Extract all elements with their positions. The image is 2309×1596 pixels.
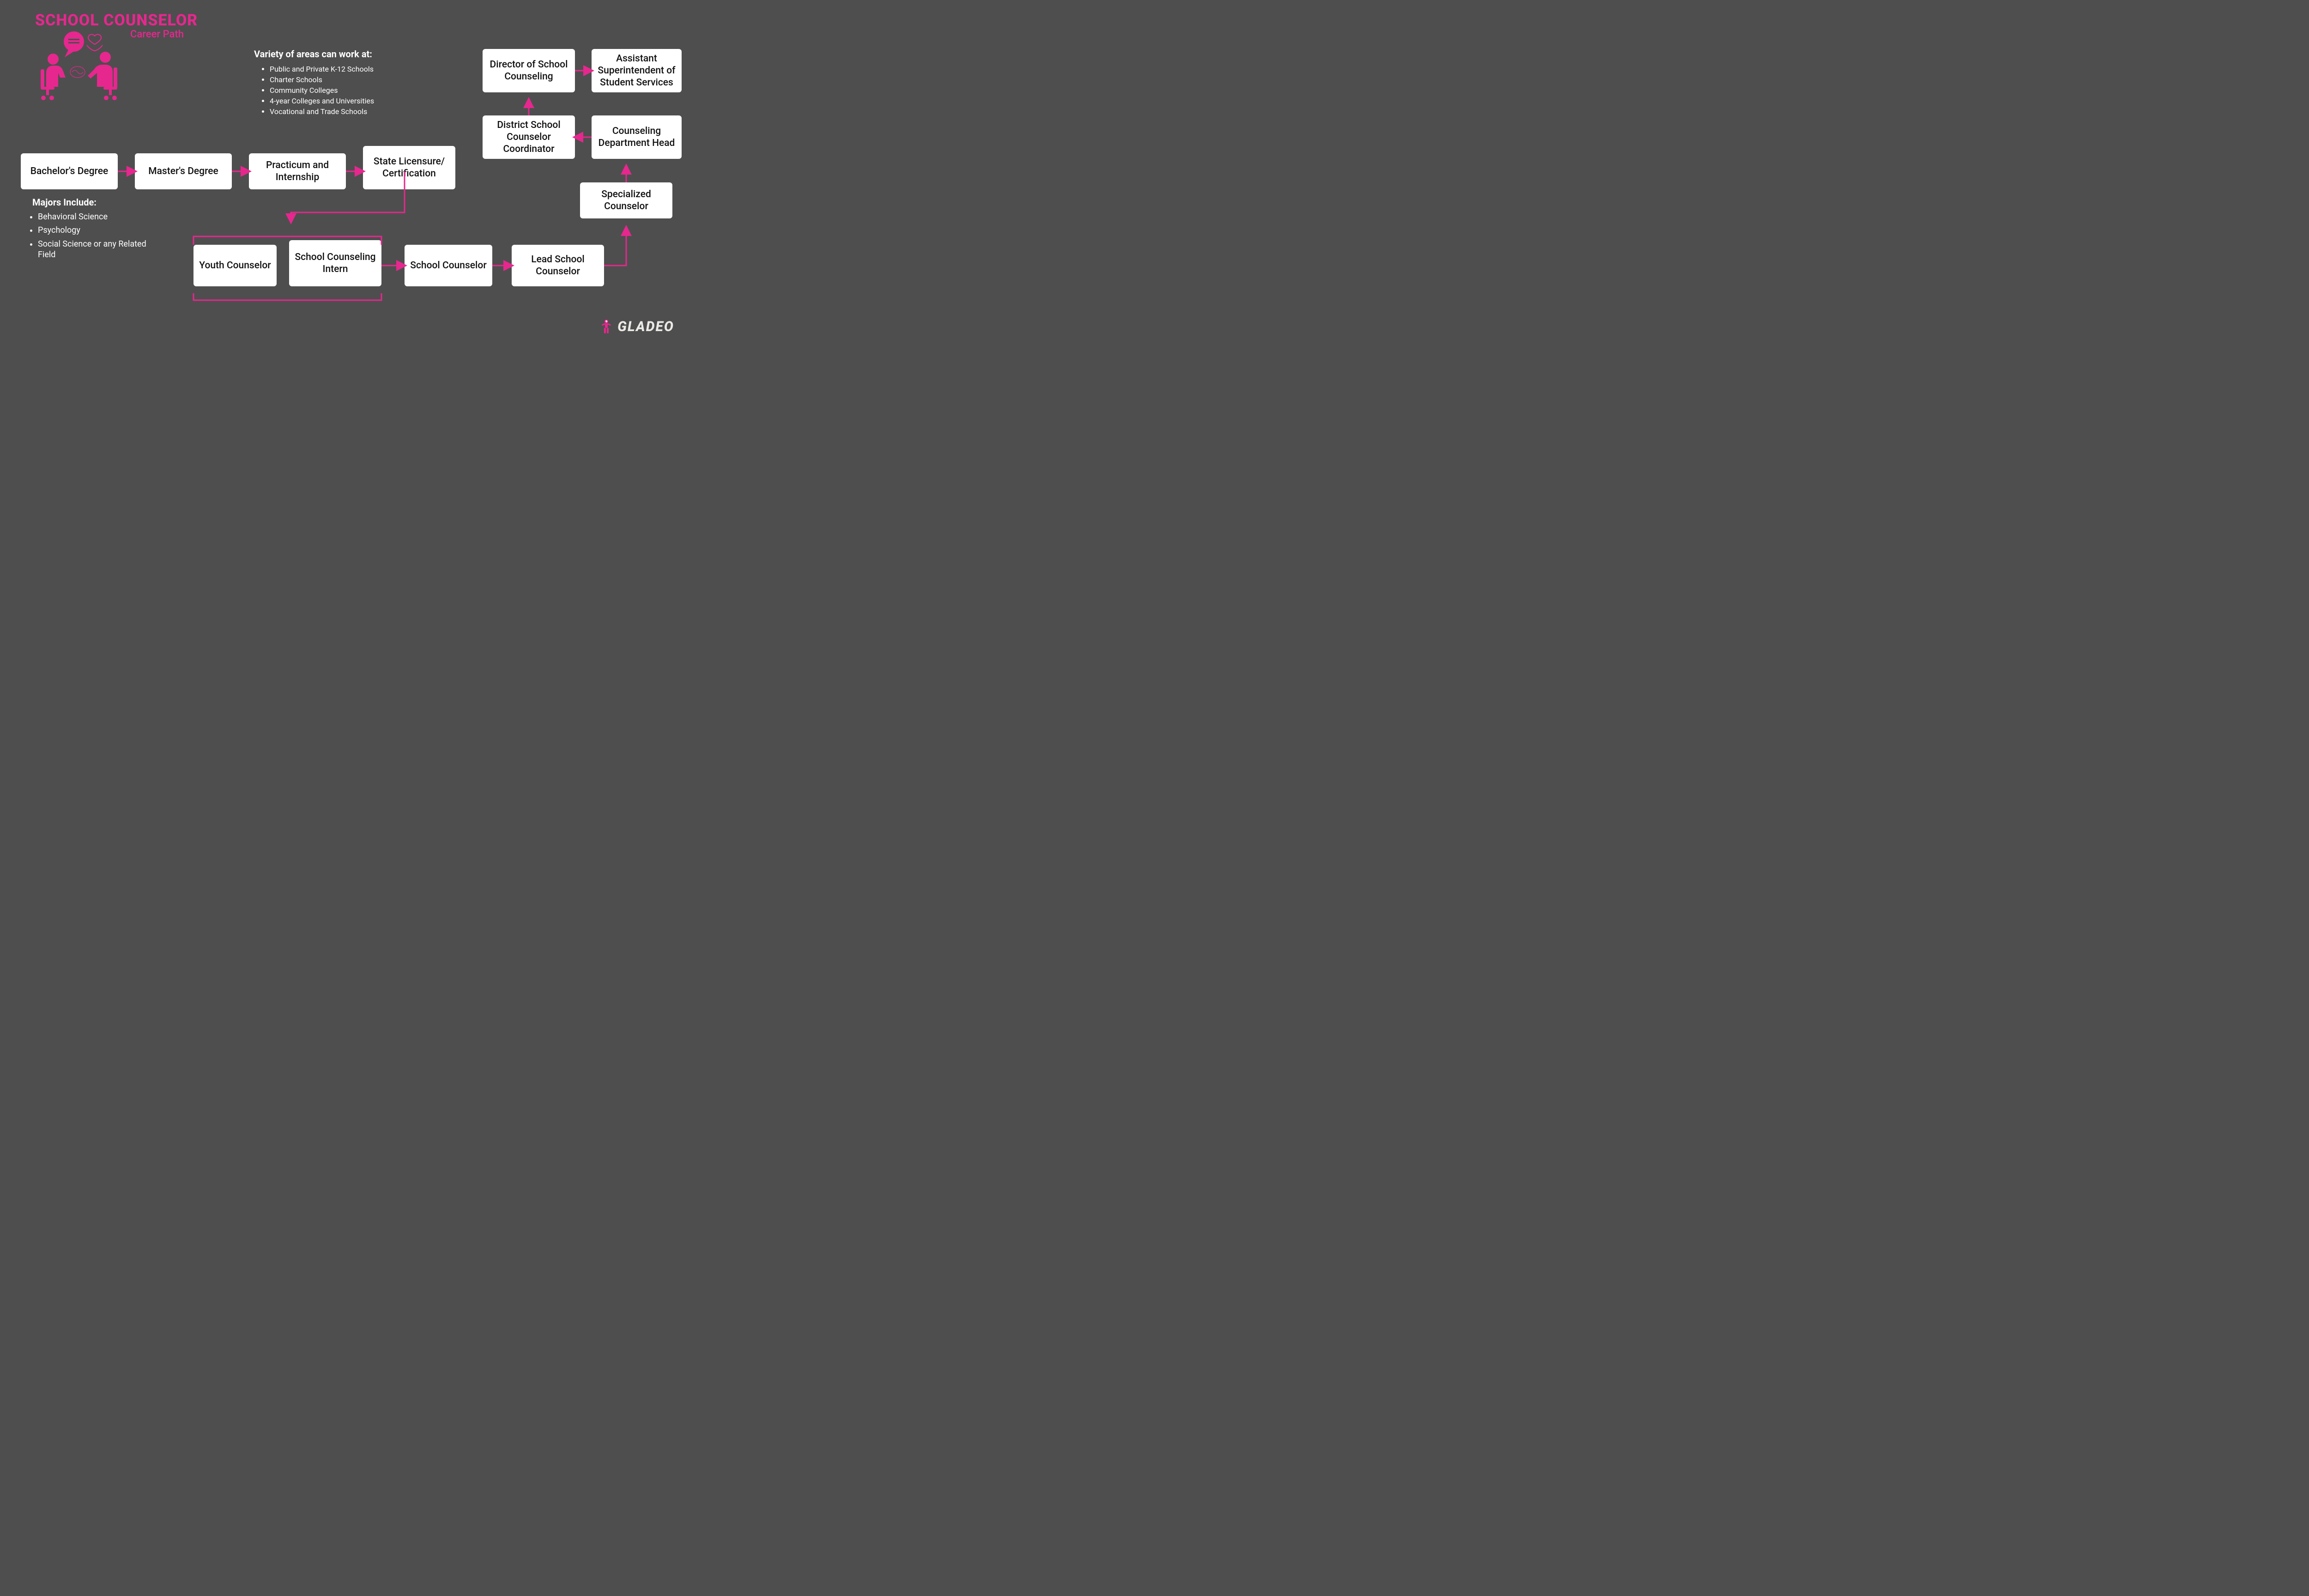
areas-heading: Variety of areas can work at:	[254, 48, 372, 60]
flow-node-director: Director of School Counseling	[483, 49, 575, 92]
majors-heading: Majors Include:	[32, 197, 97, 208]
majors-list: Behavioral Science Psychology Social Scien…	[28, 212, 148, 263]
majors-list-item: Psychology	[38, 225, 148, 236]
flow-node-practicum: Practicum and Internship	[249, 153, 346, 189]
flow-node-masters: Master's Degree	[135, 153, 232, 189]
svg-text:G: G	[605, 321, 607, 323]
flow-node-bachelors: Bachelor's Degree	[21, 153, 118, 189]
flow-node-intern: School Counseling Intern	[289, 240, 381, 286]
areas-list-item: Vocational and Trade Schools	[270, 107, 374, 116]
flow-node-assistant: Assistant Superintendent of Student Serv…	[592, 49, 682, 92]
brand-logo: G GLADEO	[600, 319, 674, 335]
areas-list: Public and Private K-12 Schools Charter S…	[260, 65, 374, 118]
flow-node-depthead: Counseling Department Head	[592, 115, 682, 159]
areas-list-item: Community Colleges	[270, 86, 374, 95]
brand-text: GLADEO	[617, 319, 674, 335]
flow-node-youth: Youth Counselor	[193, 245, 277, 286]
majors-list-item: Behavioral Science	[38, 212, 148, 222]
majors-list-item: Social Science or any Related Field	[38, 239, 148, 260]
flow-node-licensure: State Licensure/ Certification	[363, 146, 455, 189]
flow-node-school: School Counselor	[405, 245, 492, 286]
areas-list-item: 4-year Colleges and Universities	[270, 97, 374, 105]
counseling-illustration-icon	[32, 28, 125, 102]
areas-list-item: Public and Private K-12 Schools	[270, 65, 374, 73]
flow-node-district: District School Counselor Coordinator	[483, 115, 575, 159]
page-subtitle: Career Path	[130, 29, 184, 40]
flow-node-specialized: Specialized Counselor	[580, 182, 672, 218]
brand-mascot-icon: G	[600, 319, 613, 335]
areas-list-item: Charter Schools	[270, 75, 374, 84]
page-title: SCHOOL COUNSELOR	[35, 11, 198, 30]
flow-node-lead: Lead School Counselor	[512, 245, 604, 286]
